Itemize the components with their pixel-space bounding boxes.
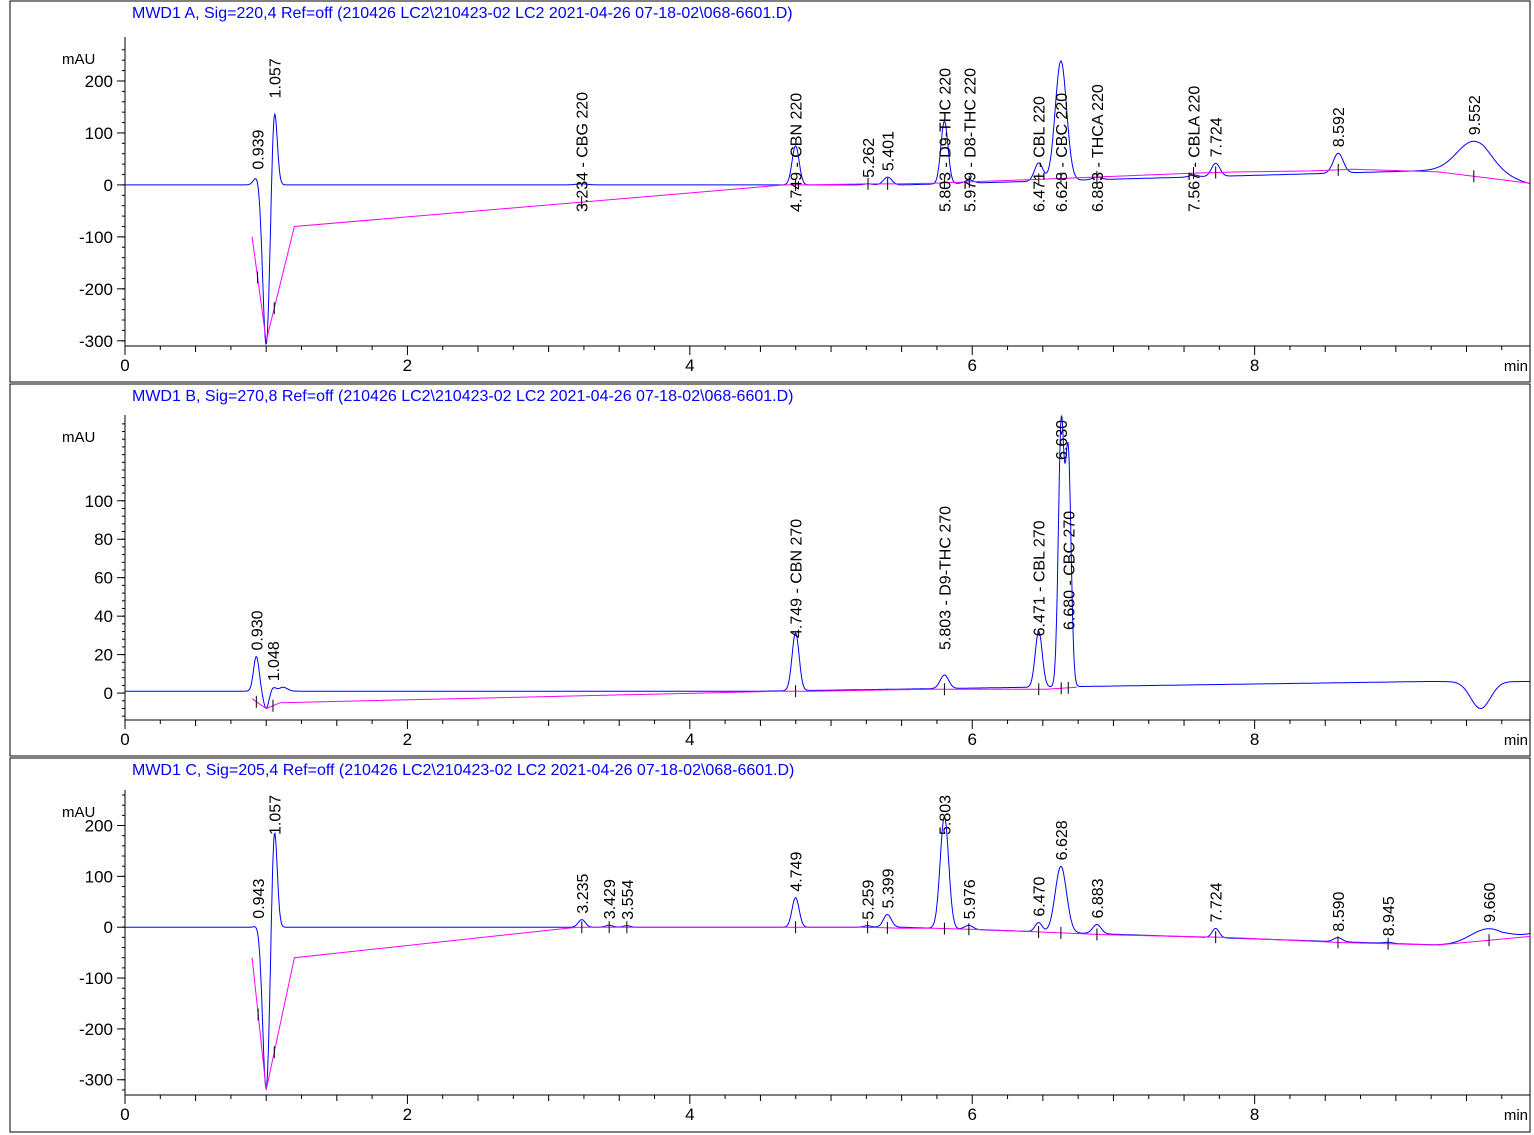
peak-label: 3.235: [575, 873, 592, 913]
peak-label: 1.057: [267, 58, 284, 98]
chart-panel-3: MWD1 C, Sig=205,4 Ref=off (210426 LC2\21…: [9, 757, 1531, 1133]
x-tick-label: 0: [120, 356, 129, 375]
peak-label: 8.945: [1381, 896, 1398, 936]
y-tick-label: -200: [79, 280, 113, 299]
x-tick-label: 4: [685, 1105, 694, 1124]
y-axis-unit: mAU: [62, 429, 95, 446]
peak-label: 0.939: [251, 129, 268, 169]
y-tick-label: 0: [104, 918, 113, 937]
signal-trace: [125, 816, 1531, 1090]
y-tick-label: 100: [85, 124, 113, 143]
x-tick-label: 6: [968, 730, 977, 749]
peak-label: 9.552: [1467, 95, 1484, 135]
integration-baseline: [251, 686, 1077, 710]
y-tick-label: 0: [104, 684, 113, 703]
x-tick-label: 4: [685, 356, 694, 375]
peak-label: 3.234 - CBG 220: [575, 92, 592, 212]
peak-label: 6.471 - CBL 270: [1032, 520, 1049, 636]
chart-title: MWD1 C, Sig=205,4 Ref=off (210426 LC2\21…: [132, 762, 794, 779]
peak-label: 5.803 - D9-THC 270: [937, 506, 954, 650]
peak-label: 0.943: [251, 879, 268, 919]
x-tick-label: 8: [1250, 356, 1259, 375]
peak-label: 6.471 - CBL 220: [1032, 96, 1049, 212]
peak-label: 8.592: [1331, 107, 1348, 147]
peak-label: 6.883: [1090, 878, 1107, 918]
peak-label: 3.554: [620, 880, 637, 920]
y-tick-label: 40: [94, 607, 113, 626]
peak-label: 5.979 - D8-THC 220: [962, 68, 979, 212]
peak-label: 0.930: [249, 610, 266, 650]
y-tick-label: 100: [85, 492, 113, 511]
chart-panel-2: MWD1 B, Sig=270,8 Ref=off (210426 LC2\21…: [9, 383, 1531, 757]
peak-label: 1.048: [266, 641, 283, 681]
y-tick-label: 20: [94, 646, 113, 665]
peak-label: 5.803: [937, 795, 954, 835]
peak-label: 4.749: [789, 852, 806, 892]
x-tick-label: 2: [403, 1105, 412, 1124]
y-tick-label: 200: [85, 72, 113, 91]
y-tick-label: 80: [94, 530, 113, 549]
peak-label: 8.590: [1331, 891, 1348, 931]
peak-label: 7.567 - CBLA 220: [1187, 86, 1204, 212]
integration-baseline: [251, 926, 1531, 1091]
peak-label: 6.628: [1054, 820, 1071, 860]
x-tick-label: 2: [403, 356, 412, 375]
chart-panel-1: MWD1 A, Sig=220,4 Ref=off (210426 LC2\21…: [9, 0, 1531, 383]
peak-label: 4.749 - CBN 270: [789, 519, 806, 638]
peak-label: 6.680 - CBC 270: [1061, 511, 1078, 630]
chart-title: MWD1 A, Sig=220,4 Ref=off (210426 LC2\21…: [132, 5, 793, 22]
y-axis-unit: mAU: [62, 51, 95, 68]
panel-frame: [9, 0, 1531, 383]
peak-label: 7.724: [1209, 117, 1226, 157]
x-tick-label: 0: [120, 1105, 129, 1124]
x-tick-label: 8: [1250, 1105, 1259, 1124]
y-tick-label: 200: [85, 817, 113, 836]
peak-label: 5.399: [880, 868, 897, 908]
y-tick-label: -300: [79, 1071, 113, 1090]
peak-label: 3.429: [602, 879, 619, 919]
x-tick-label: 6: [968, 1105, 977, 1124]
chart-title: MWD1 B, Sig=270,8 Ref=off (210426 LC2\21…: [132, 388, 793, 405]
peak-label: 4.749 - CBN 220: [789, 93, 806, 212]
peak-label: 9.660: [1482, 883, 1499, 923]
x-axis-unit: min: [1504, 358, 1528, 375]
x-axis-unit: min: [1504, 732, 1528, 749]
x-tick-label: 2: [403, 730, 412, 749]
peak-label: 6.883 - THCA 220: [1090, 84, 1107, 212]
x-tick-label: 4: [685, 730, 694, 749]
x-tick-label: 6: [968, 356, 977, 375]
y-tick-label: -200: [79, 1020, 113, 1039]
y-tick-label: -300: [79, 332, 113, 351]
peak-label: 1.057: [267, 795, 284, 835]
y-tick-label: 0: [104, 176, 113, 195]
panel-frame: [9, 757, 1531, 1133]
x-axis-unit: min: [1504, 1107, 1528, 1124]
peak-label: 5.262: [861, 138, 878, 178]
signal-trace: [125, 60, 1531, 346]
peak-label: 5.976: [962, 879, 979, 919]
y-tick-label: -100: [79, 969, 113, 988]
y-tick-label: 100: [85, 867, 113, 886]
peak-label: 5.401: [881, 131, 898, 171]
integration-baseline: [251, 168, 1531, 341]
peak-label: 5.259: [861, 880, 878, 920]
peak-label: 6.628 - CBC 220: [1054, 93, 1071, 212]
y-tick-label: -100: [79, 228, 113, 247]
peak-label: 5.803 - D9-THC 220: [937, 68, 954, 212]
signal-trace: [125, 415, 1530, 709]
peak-label: 6.630: [1054, 420, 1071, 460]
y-tick-label: 60: [94, 569, 113, 588]
peak-label: 7.724: [1209, 882, 1226, 922]
x-tick-label: 8: [1250, 730, 1259, 749]
y-axis-unit: mAU: [62, 804, 95, 821]
x-tick-label: 0: [120, 730, 129, 749]
panel-frame: [9, 383, 1531, 757]
peak-label: 6.470: [1032, 876, 1049, 916]
